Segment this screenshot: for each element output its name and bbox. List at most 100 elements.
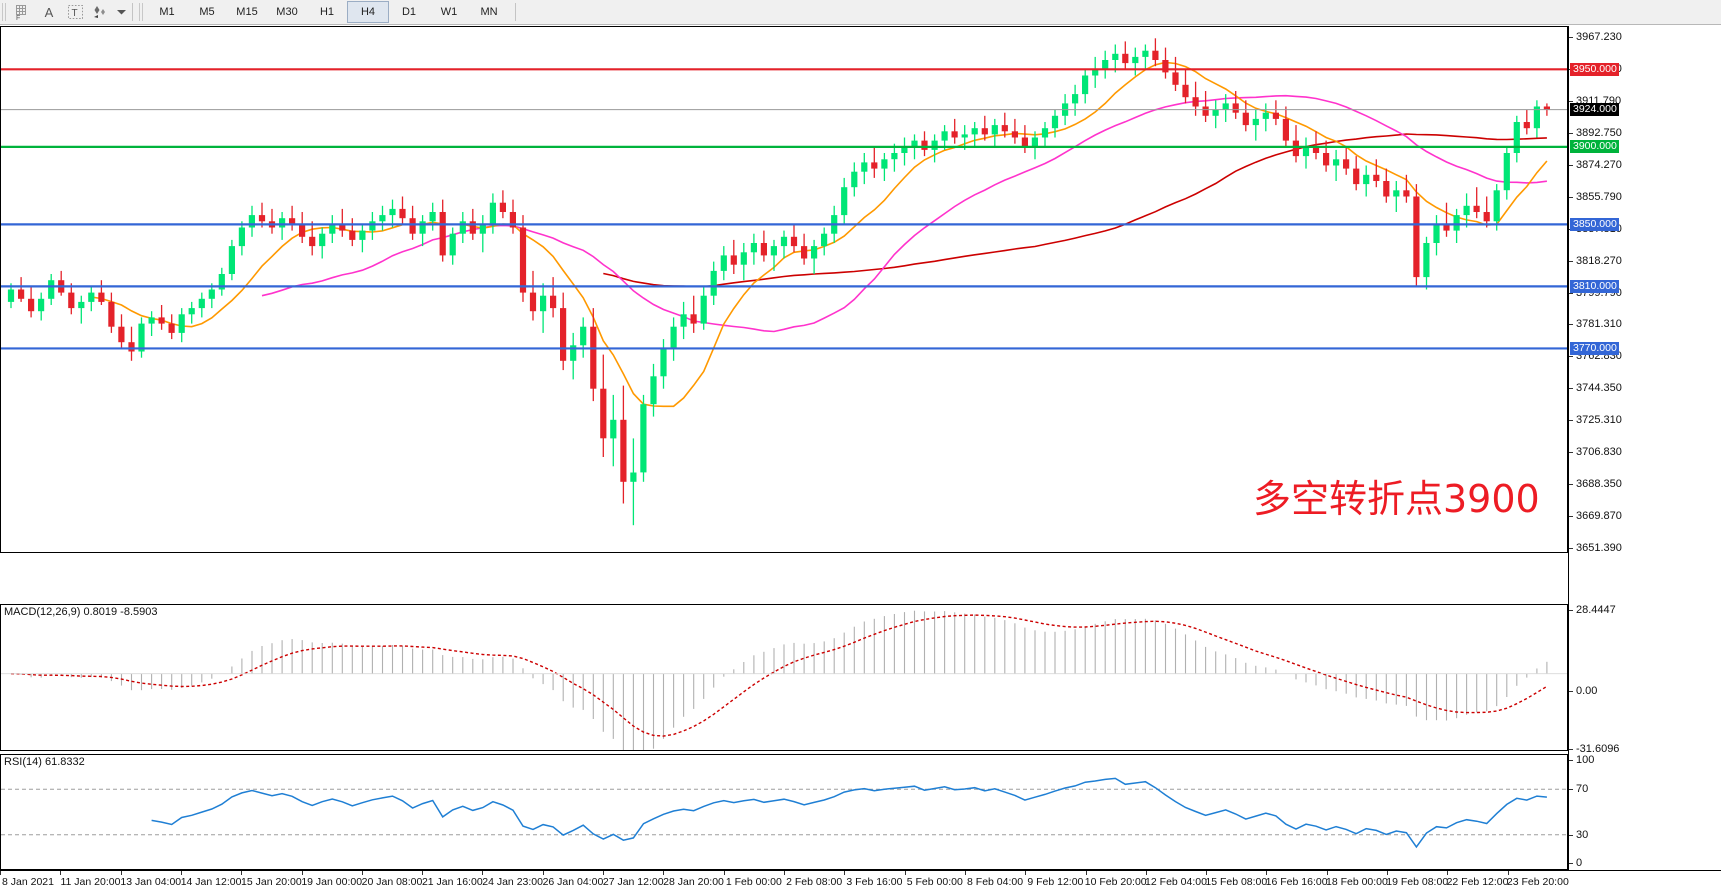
timeframe-m15[interactable]: M15: [236, 6, 258, 18]
timeframe-mn[interactable]: MN: [480, 6, 498, 18]
tick-mark: [1569, 420, 1573, 422]
tick-mark: [1569, 760, 1573, 761]
price-tick-label: 3818.270: [1576, 254, 1622, 267]
price-tick-label: 3651.390: [1576, 542, 1622, 554]
tick-mark: [1569, 164, 1573, 166]
time-axis-tick: [0, 871, 1, 875]
time-axis-label: 19 Feb 08:00: [1386, 876, 1449, 888]
text-label-icon[interactable]: A: [36, 2, 62, 22]
rsi-tick-label: 0: [1576, 857, 1583, 869]
tick-mark: [1569, 324, 1573, 326]
tick-mark: [1569, 356, 1573, 358]
rsi-tick-label: 100: [1576, 754, 1595, 766]
level-badge-3900-000[interactable]: 3900.000: [1570, 140, 1619, 154]
tick-mark: [1569, 452, 1573, 454]
toolbar-grip[interactable]: [2, 3, 7, 21]
timeframe-h1[interactable]: H1: [319, 6, 335, 18]
time-axis-label: 9 Feb 12:00: [1027, 876, 1084, 888]
rsi-panel[interactable]: [0, 754, 1568, 870]
time-axis-tick: [723, 871, 725, 875]
time-axis-tick: [422, 871, 424, 875]
time-axis-tick: [1266, 871, 1268, 875]
objects-icon[interactable]: [88, 2, 114, 22]
time-axis-label: 3 Feb 16:00: [846, 876, 903, 888]
macd-panel[interactable]: [0, 604, 1568, 751]
time-axis-tick: [120, 871, 122, 875]
time-axis-label: 22 Feb 12:00: [1446, 876, 1509, 888]
timeframe-m5[interactable]: M5: [199, 6, 215, 18]
time-axis-tick: [1025, 871, 1027, 875]
time-axis-tick: [784, 871, 785, 875]
macd-tick-label: -31.6096: [1576, 743, 1620, 755]
tick-mark: [1569, 610, 1573, 611]
price-tick-label: 3855.790: [1576, 190, 1622, 203]
svg-text:T: T: [71, 8, 77, 19]
time-axis-label: 24 Jan 23:00: [482, 876, 543, 888]
tick-mark: [1569, 863, 1573, 864]
level-badge-3850-000[interactable]: 3850.000: [1570, 217, 1619, 231]
time-axis-label: 20 Jan 08:00: [361, 876, 423, 888]
chevron-down-icon[interactable]: [114, 2, 128, 22]
price-tick-label: 3874.270: [1576, 158, 1622, 171]
tick-mark: [1569, 789, 1573, 790]
timeframe-h4[interactable]: H4: [347, 1, 389, 23]
timeframe-m1[interactable]: M1: [159, 6, 175, 18]
time-axis-tick: [964, 871, 966, 875]
time-axis-tick: [301, 871, 303, 875]
tick-mark: [1569, 835, 1573, 836]
time-axis-tick: [1447, 871, 1449, 875]
macd-plot[interactable]: [1, 605, 1567, 750]
time-axis-label: 16 Feb 16:00: [1265, 876, 1328, 888]
time-axis-tick: [482, 871, 484, 875]
level-badge-3770-000[interactable]: 3770.000: [1570, 341, 1619, 355]
time-axis-tick: [603, 871, 605, 875]
time-axis-label: 28 Jan 20:00: [663, 876, 724, 888]
tick-mark: [1569, 132, 1573, 134]
time-axis-tick: [1326, 871, 1328, 875]
tick-mark: [1569, 388, 1573, 390]
price-tick-label: 3967.230: [1576, 31, 1622, 43]
rsi-plot[interactable]: [1, 755, 1567, 869]
time-axis-tick: [241, 871, 243, 875]
timeframe-m30[interactable]: M30: [276, 6, 298, 18]
time-axis-label: 26 Jan 04:00: [542, 876, 604, 888]
time-axis-label: 19 Jan 00:00: [301, 876, 363, 888]
time-axis-label: 1 Feb 00:00: [725, 876, 782, 888]
timeframe-w1[interactable]: W1: [440, 6, 458, 18]
tick-mark: [1569, 749, 1573, 750]
tick-mark: [1569, 37, 1573, 38]
level-badge-3924-000[interactable]: 3924.000: [1570, 103, 1619, 117]
tick-mark: [1569, 691, 1573, 692]
svg-text:F: F: [16, 15, 20, 21]
time-axis-label: 13 Jan 04:00: [120, 876, 182, 888]
toolbar-divider-2: [515, 3, 516, 21]
time-axis-label: 27 Jan 12:00: [602, 876, 664, 888]
level-badge-3810-000[interactable]: 3810.000: [1570, 279, 1619, 293]
crosshair-icon[interactable]: F: [10, 2, 36, 22]
price-scale[interactable]: 3967.2303930.2703911.7903892.7503874.270…: [1568, 26, 1721, 870]
price-tick-label: 3744.350: [1576, 382, 1622, 395]
chart-annotation-text[interactable]: 多空转折点3900: [1253, 477, 1540, 521]
price-chart-panel[interactable]: [0, 26, 1568, 553]
time-axis-label: 18 Feb 00:00: [1325, 876, 1388, 888]
time-axis-label: 8 Feb 04:00: [967, 876, 1024, 888]
time-axis-label: 14 Jan 12:00: [180, 876, 242, 888]
macd-caption: MACD(12,26,9) 0.8019 -8.5903: [4, 606, 158, 618]
tick-mark: [1569, 100, 1573, 102]
time-axis-label: 23 Feb 20:00: [1506, 876, 1569, 888]
tick-mark: [1569, 516, 1573, 518]
level-badge-3950-000[interactable]: 3950.000: [1570, 62, 1619, 76]
price-tick-label: 3669.870: [1576, 510, 1622, 523]
timeframe-d1[interactable]: D1: [401, 6, 417, 18]
time-axis-tick: [1507, 871, 1509, 875]
price-tick-label: 3706.830: [1576, 446, 1622, 459]
timeframe-grip[interactable]: [139, 3, 144, 21]
tick-mark: [1569, 260, 1573, 262]
text-box-icon[interactable]: T: [62, 2, 88, 22]
price-plot[interactable]: [1, 27, 1567, 552]
time-axis-tick: [1085, 871, 1087, 875]
price-tick-label: 3781.310: [1576, 318, 1622, 331]
tick-mark: [1569, 548, 1573, 549]
time-axis-label: 11 Jan 20:00: [60, 876, 121, 888]
